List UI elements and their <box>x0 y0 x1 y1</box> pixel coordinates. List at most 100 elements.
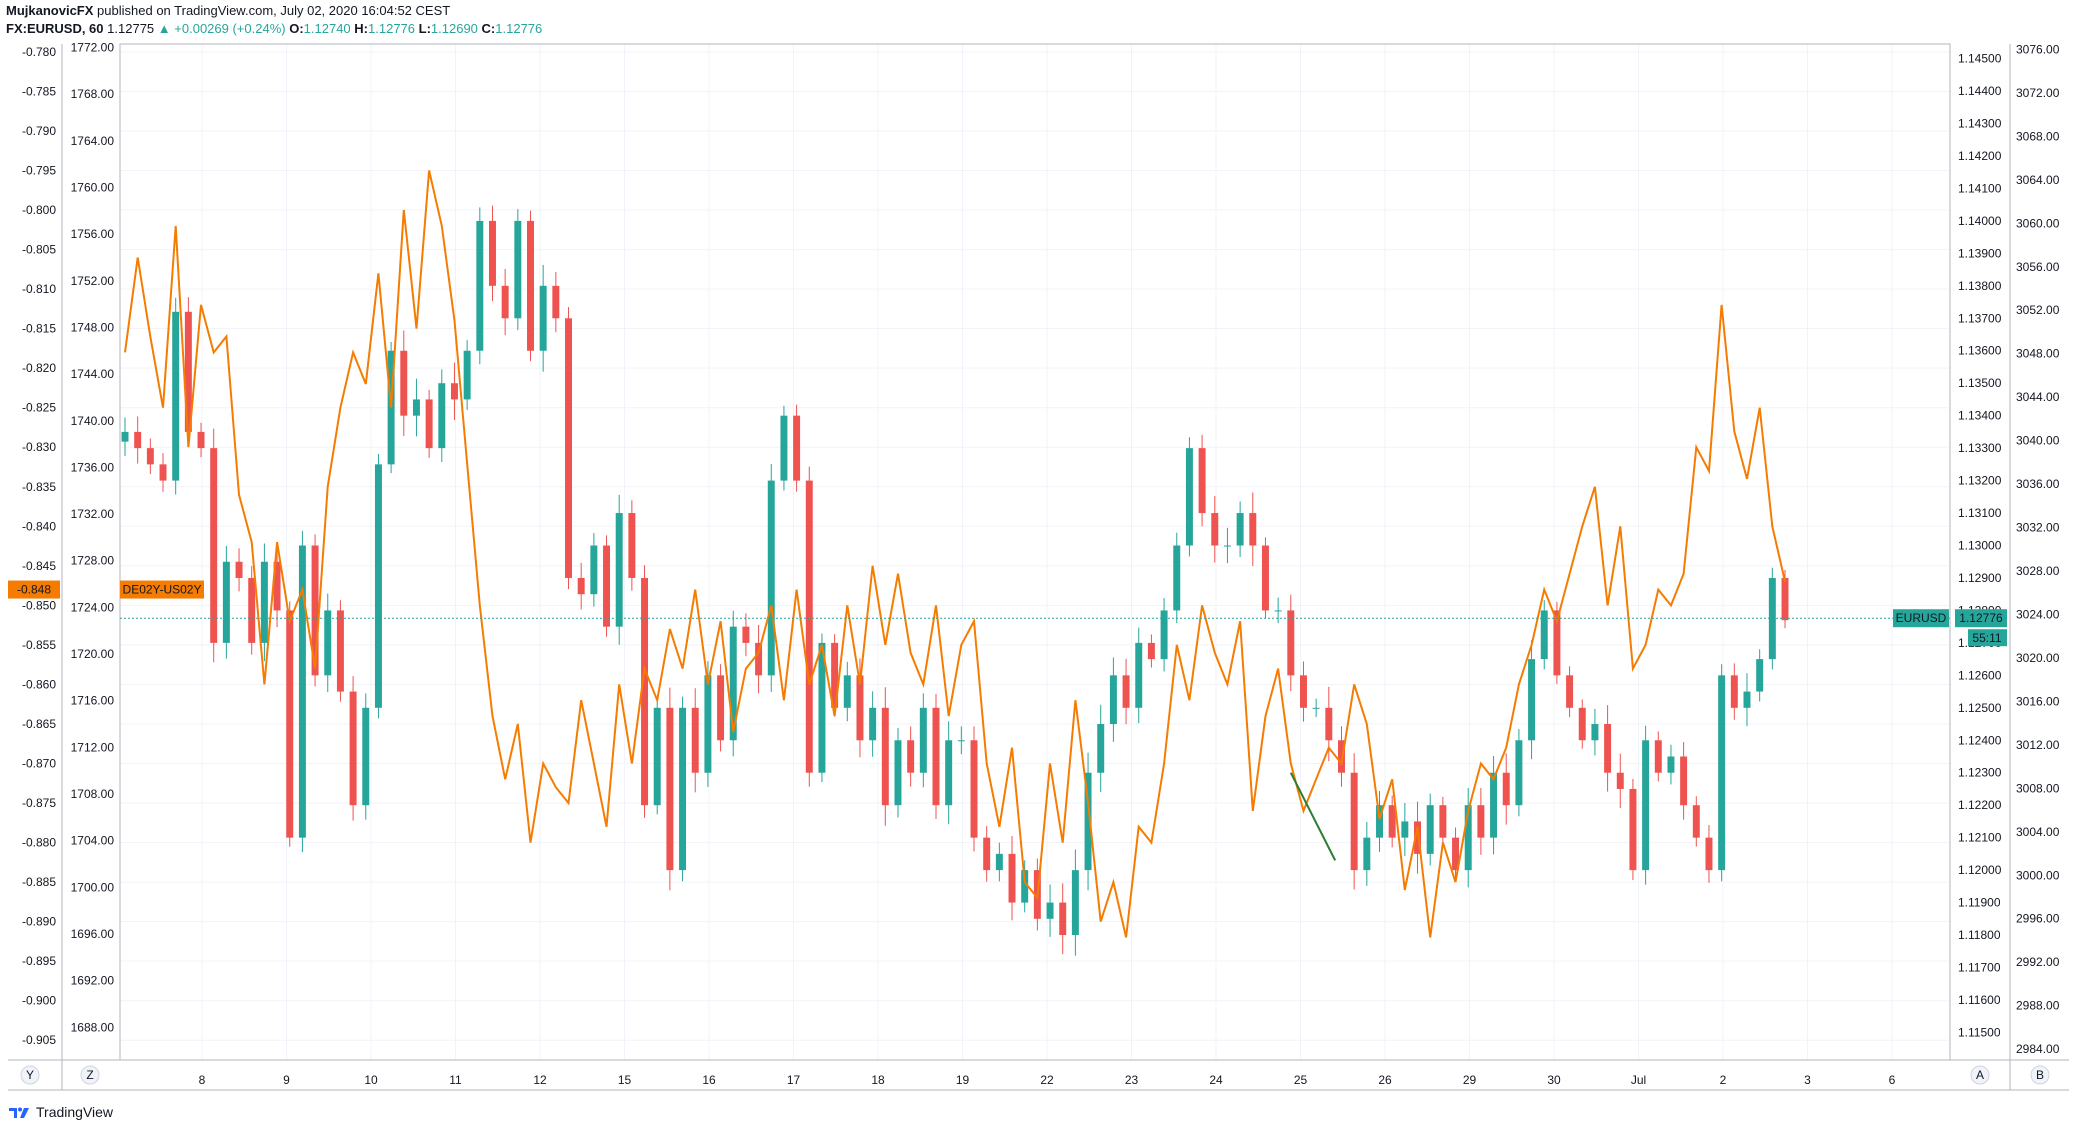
y-tick-label-gold: 1708.00 <box>71 787 115 801</box>
candle-body <box>450 383 458 400</box>
candle-body <box>463 350 471 400</box>
spread-series-tag <box>120 580 204 599</box>
scale-button-a[interactable] <box>1970 1065 1990 1085</box>
change-arrow-icon: ▲ <box>157 21 171 36</box>
close-label: C: <box>481 21 496 36</box>
y-tick-label-eurusd: 1.12000 <box>1958 863 2002 877</box>
candle-body <box>1756 659 1764 692</box>
candle-body <box>1109 675 1117 725</box>
candle-body <box>1692 805 1700 838</box>
y-tick-label-eurusd: 1.13400 <box>1958 409 2002 423</box>
eurusd-series-tag-label: EURUSD <box>1896 611 1947 625</box>
x-tick-label: 22 <box>1040 1073 1054 1087</box>
open-value: 1.12740 <box>303 21 351 36</box>
candle-body <box>1299 675 1307 708</box>
scale-button-z-label: Z <box>86 1068 93 1082</box>
candle-body <box>805 480 813 773</box>
candle-body <box>1312 707 1320 709</box>
x-tick-label: Jul <box>1631 1073 1646 1087</box>
publish-line: MujkanovicFX published on TradingView.co… <box>6 2 542 20</box>
candle-body <box>945 740 953 806</box>
candle-body <box>767 480 775 676</box>
candle-body <box>539 285 547 351</box>
candle-body <box>1578 707 1586 741</box>
y-tick-label-spread: -0.850 <box>22 598 56 612</box>
y-tick-label-spread: -0.835 <box>22 480 56 494</box>
eurusd-series-tag <box>1893 609 1949 628</box>
scale-button-z[interactable] <box>80 1065 100 1085</box>
y-tick-label-spread: -0.795 <box>22 164 56 178</box>
y-tick-label-gold: 1772.00 <box>71 40 115 54</box>
candle-body <box>666 707 674 871</box>
candle-body <box>1743 691 1751 708</box>
y-tick-label-eurusd: 1.14500 <box>1958 52 2002 66</box>
candle-body <box>260 561 268 643</box>
y-tick-label-spread: -0.830 <box>22 440 56 454</box>
candle-body <box>184 311 192 432</box>
y-tick-label-eurusd: 1.14400 <box>1958 84 2002 98</box>
scale-button-b[interactable] <box>2030 1065 2050 1085</box>
candle-body <box>121 431 129 442</box>
candle-body <box>615 513 623 627</box>
y-tick-label-eurusd: 1.13000 <box>1958 539 2002 553</box>
open-label: O: <box>289 21 304 36</box>
scale-button-y[interactable] <box>20 1065 40 1085</box>
candle-body <box>1122 675 1130 708</box>
countdown-tag-label: 55:11 <box>1972 631 2001 645</box>
y-tick-label-eurusd: 1.12200 <box>1958 798 2002 812</box>
candle-body <box>919 707 927 773</box>
y-tick-label-eurusd: 1.11900 <box>1958 896 2001 910</box>
y-tick-label-gold: 1712.00 <box>71 740 115 754</box>
candle-body <box>400 350 408 416</box>
tradingview-logo-icon[interactable] <box>8 1104 30 1120</box>
y-tick-label-index: 2988.00 <box>2016 999 2060 1013</box>
x-tick-label: 9 <box>283 1073 290 1087</box>
y-tick-label-gold: 1744.00 <box>71 367 115 381</box>
candle-body <box>1223 545 1231 547</box>
candle-body <box>273 561 281 611</box>
candle-body <box>1376 805 1383 838</box>
candle-body <box>1388 805 1396 838</box>
x-tick-label: 6 <box>1889 1073 1896 1087</box>
symbol-label[interactable]: FX:EURUSD, 60 <box>6 21 104 36</box>
y-tick-label-eurusd: 1.11700 <box>1958 960 2001 974</box>
y-tick-label-gold: 1724.00 <box>71 600 115 614</box>
candle-body <box>831 642 839 708</box>
candle-body <box>514 220 522 319</box>
y-tick-label-gold: 1732.00 <box>71 507 115 521</box>
x-tick-label: 17 <box>787 1073 801 1087</box>
candle-body <box>1046 902 1054 919</box>
candle-body <box>476 220 484 351</box>
candle-body <box>1464 805 1472 871</box>
candle-body <box>565 318 572 578</box>
y-tick-label-spread: -0.790 <box>22 124 56 138</box>
y-tick-label-eurusd: 1.13200 <box>1958 474 2002 488</box>
last-price: 1.12775 <box>107 21 155 36</box>
y-tick-label-index: 3028.00 <box>2016 564 2060 578</box>
x-tick-label: 24 <box>1209 1073 1223 1087</box>
candle-body <box>1515 740 1523 806</box>
candle-body <box>172 311 180 481</box>
candle-body <box>134 431 142 449</box>
y-tick-label-spread: -0.820 <box>22 361 56 375</box>
candle-body <box>235 561 243 578</box>
brand-name[interactable]: TradingView <box>36 1104 114 1120</box>
candle-body <box>755 642 763 676</box>
y-tick-label-gold: 1692.00 <box>71 974 115 988</box>
candle-body <box>1604 724 1612 773</box>
author-name[interactable]: MujkanovicFX <box>6 3 94 18</box>
y-tick-label-index: 3068.00 <box>2016 129 2060 143</box>
candle-body <box>324 610 332 676</box>
candle-body <box>970 740 978 838</box>
y-tick-label-index: 3016.00 <box>2016 694 2060 708</box>
candle-body <box>881 707 889 806</box>
y-tick-label-index: 3072.00 <box>2016 86 2060 100</box>
y-tick-label-gold: 1768.00 <box>71 87 115 101</box>
y-tick-label-eurusd: 1.13100 <box>1958 506 2002 520</box>
candle-body <box>1059 902 1067 936</box>
candle-body <box>1198 448 1206 514</box>
candle-body <box>1135 642 1143 708</box>
candle-body <box>1591 724 1599 741</box>
candle-body <box>932 707 940 806</box>
